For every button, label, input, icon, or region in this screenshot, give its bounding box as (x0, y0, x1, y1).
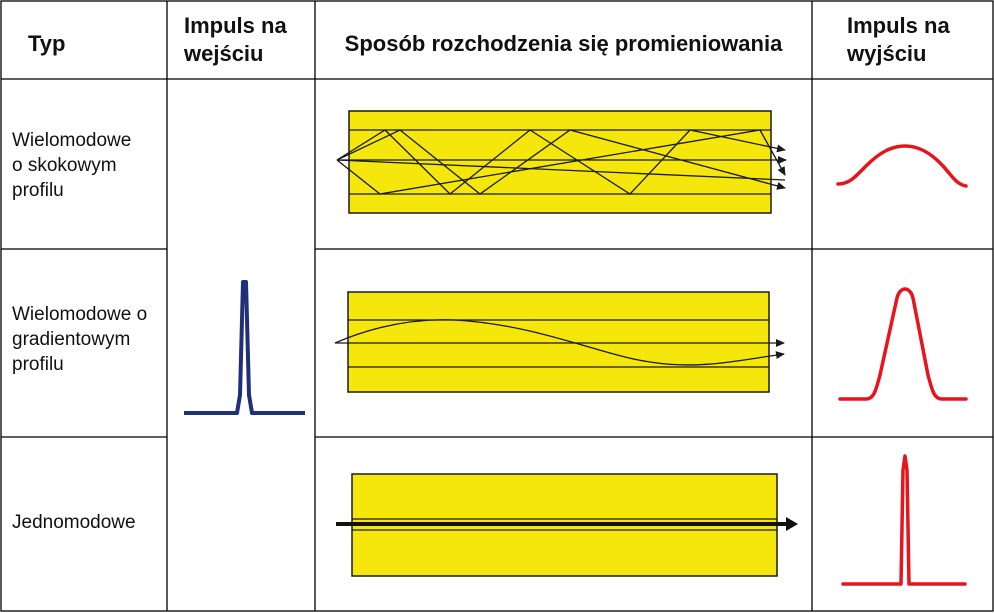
type-line: profilu (12, 180, 64, 201)
type-line: Jednomodowe (12, 512, 136, 533)
header-input-line-2: wejściu (184, 41, 264, 66)
input-pulse-graphic (184, 280, 305, 415)
single-mode-fiber-diagram (336, 473, 798, 577)
header-propagation: Sposób rozchodzenia się promieniowania (344, 31, 783, 56)
output-pulse-step-index (836, 144, 968, 188)
type-line: Wielomodowe o (12, 304, 148, 325)
row-type-single-mode: Jednomodowe (12, 510, 162, 535)
output-pulse-graded-index (838, 287, 968, 401)
header-input-pulse: Impuls na wejściu (184, 12, 304, 68)
type-line: profilu (12, 354, 64, 375)
graded-index-fiber-diagram (334, 291, 785, 393)
output-pulse-single-mode (841, 454, 967, 586)
step-index-fiber-diagram (336, 110, 787, 214)
row-type-step-index: Wielomodowe o skokowym profilu (12, 128, 162, 203)
type-line: Wielomodowe (12, 130, 132, 151)
type-line: gradientowym (12, 329, 131, 350)
row-type-graded-index: Wielomodowe o gradientowym profilu (12, 302, 167, 377)
type-line: o skokowym (12, 155, 117, 176)
header-output-line-2: wyjściu (847, 41, 927, 66)
header-input-line-1: Impuls na (184, 13, 287, 38)
header-output-line-1: Impuls na (847, 13, 950, 38)
header-type: Typ (28, 31, 66, 56)
header-output-pulse: Impuls na wyjściu (847, 12, 977, 68)
